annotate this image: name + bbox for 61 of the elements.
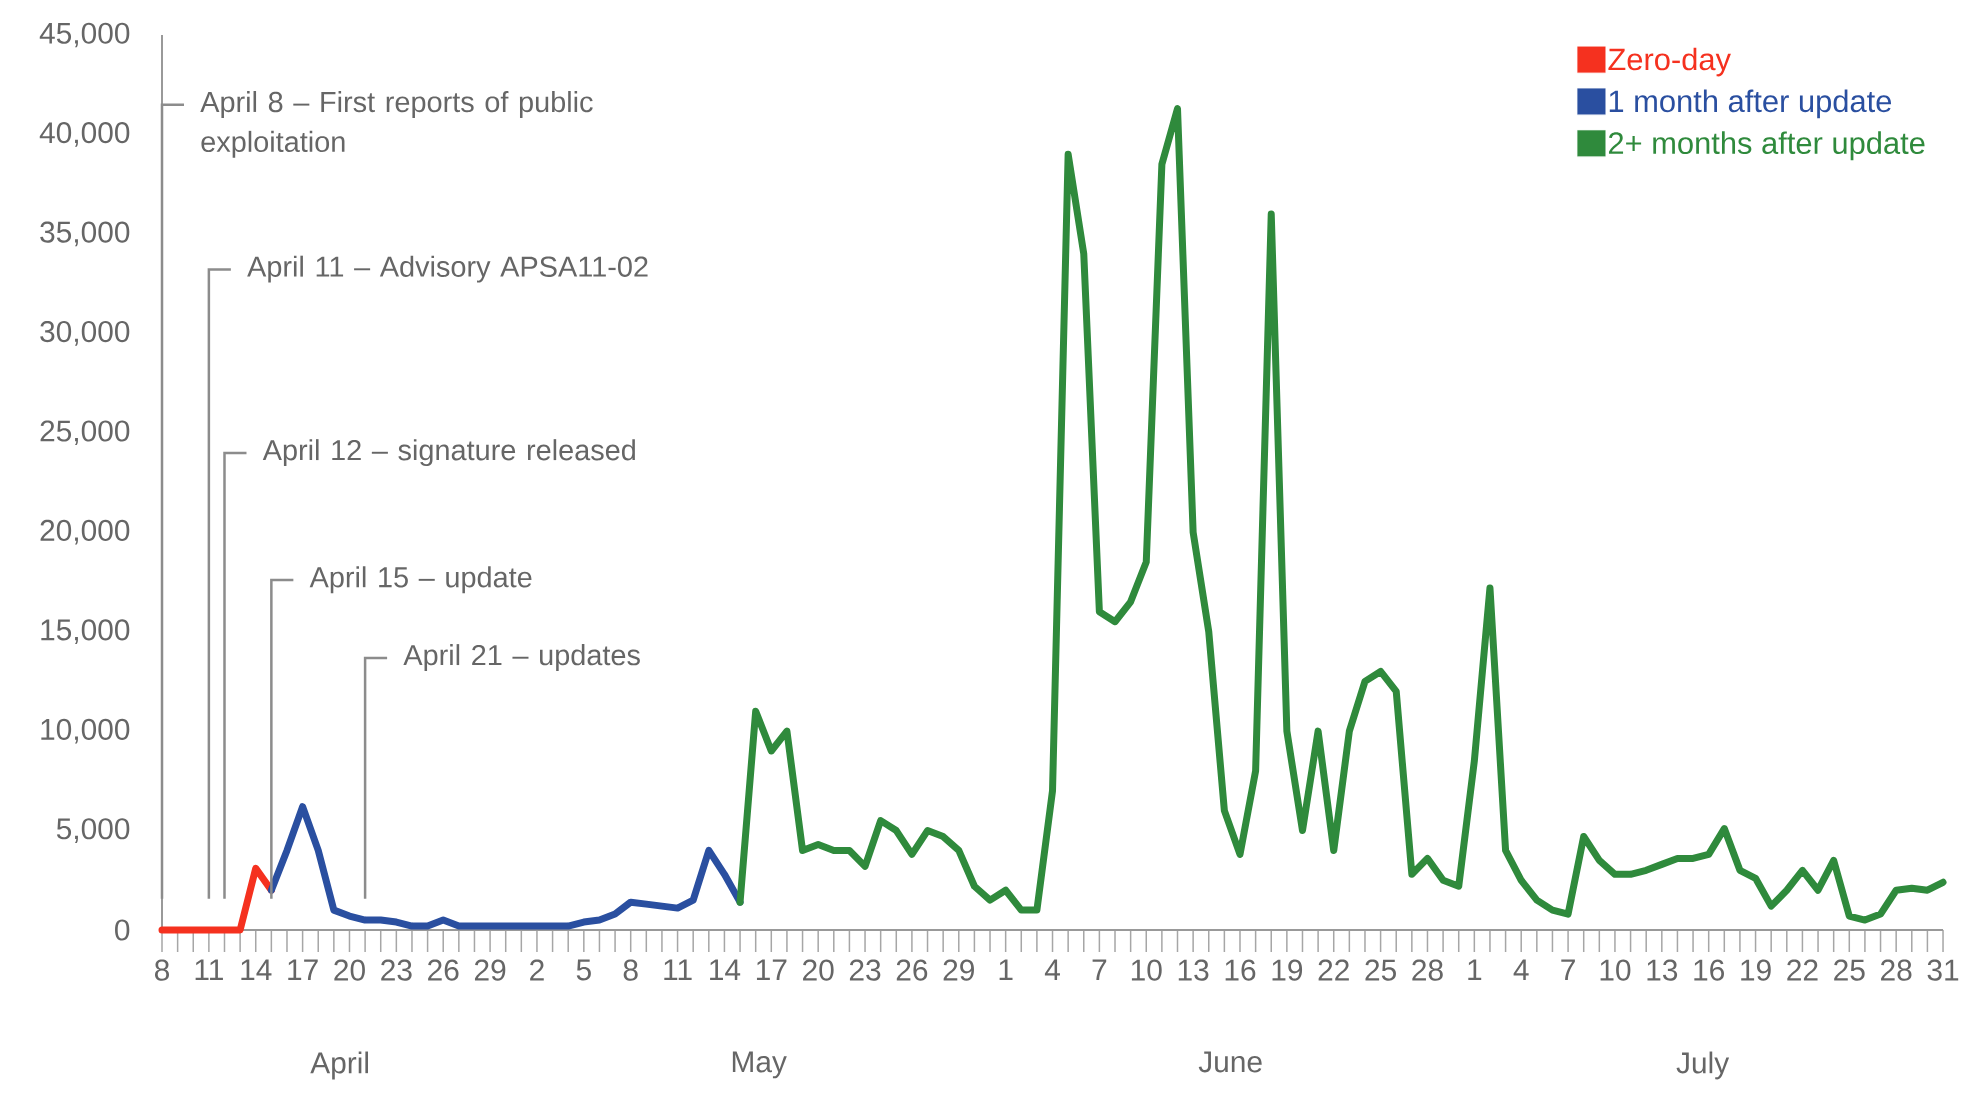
y-tick-label: 0 bbox=[115, 919, 130, 941]
y-tick-label: 25,000 bbox=[40, 420, 130, 446]
x-tick-label: 23 bbox=[849, 959, 881, 981]
x-tick-label: 13 bbox=[1647, 959, 1678, 981]
x-tick-label: 8 bbox=[623, 959, 638, 981]
text: June bbox=[1198, 1051, 1262, 1073]
x-tick-label: 26 bbox=[896, 959, 928, 981]
x-tick-label: 10 bbox=[1600, 959, 1631, 981]
x-tick-label: 7 bbox=[1092, 959, 1107, 981]
x-tick-label: 14 bbox=[710, 959, 741, 981]
ref-line-label: April 15 – update bbox=[309, 566, 532, 594]
x-tick-label: 4 bbox=[1513, 959, 1529, 981]
x-tick-label: 5 bbox=[576, 959, 591, 981]
x-tick-label: 10 bbox=[1131, 959, 1162, 981]
y-tick-label: 30,000 bbox=[40, 320, 130, 346]
x-tick-label: 22 bbox=[1318, 959, 1349, 981]
text: April bbox=[310, 1051, 368, 1080]
x-tick-label: 17 bbox=[288, 959, 318, 981]
x-tick-label: 19 bbox=[1272, 959, 1303, 981]
x-tick-label: 28 bbox=[1412, 959, 1443, 981]
x-tick-label: 13 bbox=[1178, 959, 1209, 981]
x-tick-label: 1 bbox=[1468, 959, 1482, 981]
x-tick-label: 25 bbox=[1365, 959, 1396, 981]
x-tick-label: 11 bbox=[195, 959, 223, 981]
x-tick-label: 31 bbox=[1927, 959, 1959, 981]
ref-line-label: April 21 – updates bbox=[403, 644, 640, 672]
y-tick-label: 10,000 bbox=[41, 718, 130, 744]
y-tick-label: 15,000 bbox=[41, 619, 130, 645]
x-tick-label: 29 bbox=[943, 959, 974, 981]
x-tick-label: 8 bbox=[154, 959, 170, 981]
legend-label: 2+ months after update bbox=[1608, 131, 1925, 161]
x-tick-label: 16 bbox=[1225, 959, 1256, 981]
text: May bbox=[732, 1051, 787, 1079]
y-tick-label: 40,000 bbox=[39, 122, 130, 147]
x-tick-label: 25 bbox=[1834, 959, 1865, 981]
y-tick-label: 35,000 bbox=[40, 221, 130, 247]
x-tick-label: 2 bbox=[530, 959, 544, 981]
x-tick-label: 22 bbox=[1787, 959, 1818, 981]
x-tick-label: 29 bbox=[474, 959, 506, 981]
x-tick-label: 7 bbox=[1561, 959, 1575, 981]
x-tick-label: 28 bbox=[1881, 959, 1912, 981]
x-tick-label: 23 bbox=[381, 959, 412, 981]
ref-line-label: April 8 – First reports of public exploitation bbox=[200, 91, 593, 158]
ref-line-label: April 11 – Advisory APSA11-02 bbox=[247, 255, 648, 283]
legend-label: Zero-day bbox=[1608, 47, 1731, 77]
x-tick-label: 19 bbox=[1741, 959, 1771, 981]
x-tick-label: 14 bbox=[241, 959, 272, 981]
y-tick-label: 45,000 bbox=[39, 22, 130, 48]
x-tick-label: 4 bbox=[1044, 959, 1060, 981]
x-tick-label: 1 bbox=[999, 959, 1013, 981]
x-tick-label: 11 bbox=[664, 959, 692, 981]
y-tick-label: 5,000 bbox=[56, 818, 130, 843]
legend-label: 1 month after update bbox=[1609, 89, 1892, 119]
x-tick-label: 26 bbox=[428, 959, 459, 981]
x-tick-label: 17 bbox=[756, 959, 787, 981]
x-tick-label: 20 bbox=[334, 959, 365, 981]
x-tick-label: 16 bbox=[1694, 959, 1724, 981]
x-tick-label: 20 bbox=[803, 959, 834, 981]
y-tick-label: 20,000 bbox=[40, 519, 130, 545]
ref-line-label: April 12 – signature released bbox=[262, 439, 635, 467]
text: July bbox=[1676, 1051, 1730, 1080]
